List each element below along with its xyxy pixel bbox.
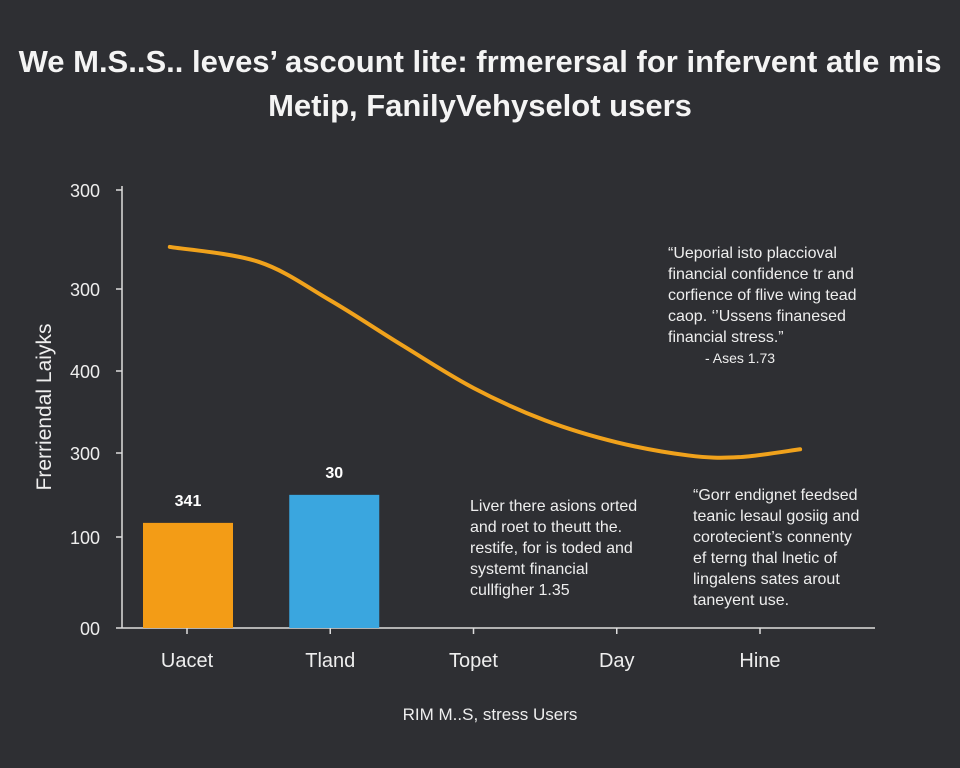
bar-uacet — [143, 522, 233, 628]
y-tick-label: 400 — [70, 362, 100, 382]
y-tick-label: 300 — [70, 444, 100, 464]
annotation-attribution: - Ases 1.73 — [705, 350, 776, 366]
annotation-middle: Liver there asions orted and roet to the… — [470, 498, 638, 599]
y-tick-label: 00 — [80, 619, 100, 639]
x-tick-label: Hine — [739, 650, 780, 672]
chart-title: We M.S..S.. leves’ ascount lite: frmerer… — [18, 44, 942, 123]
x-tick-label: Uacet — [161, 650, 214, 672]
x-axis-label: RIM M..S, stress Users — [402, 705, 578, 724]
bar-data-label: 30 — [325, 465, 343, 482]
x-tick-label: Topet — [449, 650, 498, 672]
x-tick-label: Tland — [305, 650, 355, 672]
y-axis-label: Frerriendal Laiyks — [33, 323, 56, 491]
x-tick-label: Day — [599, 650, 635, 672]
bar-tland — [289, 494, 380, 628]
annotation-quote-top: “Ueporial isto placcioval financial conf… — [668, 245, 857, 346]
annotation-quote-bottom: “Gorr endignet feedsed teanic lesaul gos… — [693, 487, 860, 609]
y-tick-label: 300 — [70, 280, 100, 300]
trend-line — [167, 244, 803, 460]
y-tick-label: 300 — [70, 181, 100, 201]
y-tick-label: 100 — [70, 528, 100, 548]
bar-data-label: 341 — [175, 493, 202, 510]
